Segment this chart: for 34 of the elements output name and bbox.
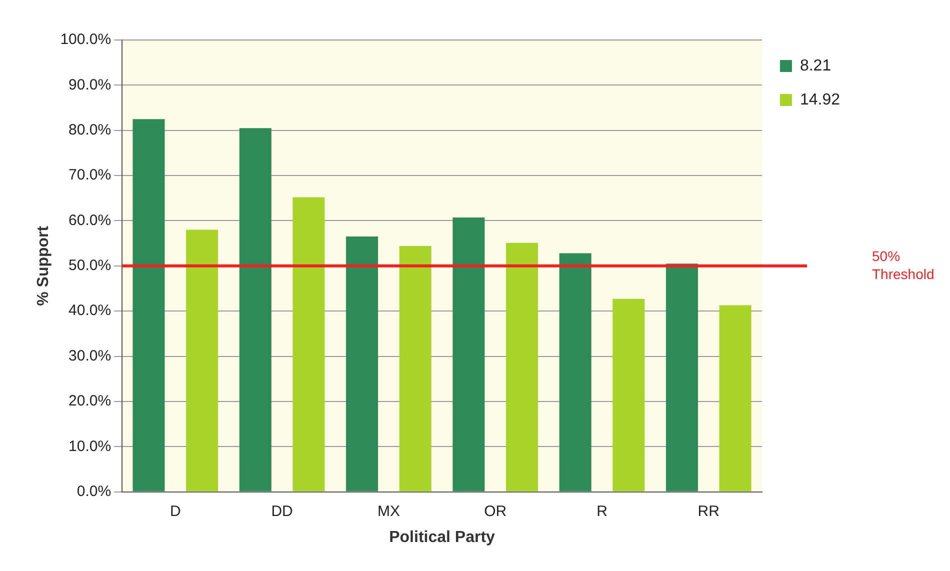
bar bbox=[292, 197, 325, 492]
bar bbox=[186, 230, 218, 492]
y-axis-title: % Support bbox=[35, 225, 52, 306]
bar bbox=[719, 305, 752, 492]
y-tick-label: 30.0% bbox=[68, 347, 112, 364]
x-axis-title: Political Party bbox=[389, 528, 496, 546]
bar bbox=[346, 236, 378, 492]
x-tick-label: DD bbox=[271, 502, 294, 520]
x-tick-label: RR bbox=[698, 502, 720, 520]
bar bbox=[399, 246, 432, 492]
legend-label: 8.21 bbox=[800, 57, 832, 74]
y-tick-label: 10.0% bbox=[68, 438, 112, 455]
bar bbox=[132, 119, 165, 492]
bar bbox=[506, 242, 538, 492]
x-tick-label: D bbox=[170, 502, 181, 520]
x-tick-label: MX bbox=[377, 502, 400, 520]
y-tick-label: 50.0% bbox=[68, 257, 112, 274]
y-tick-label: 20.0% bbox=[68, 392, 112, 410]
y-tick-label: 60.0% bbox=[68, 212, 112, 229]
y-tick-label: 40.0% bbox=[68, 302, 112, 320]
y-tick-label: 90.0% bbox=[68, 76, 112, 94]
y-tick-label: 100.0% bbox=[60, 31, 112, 48]
bar bbox=[559, 253, 592, 492]
x-tick-label: OR bbox=[484, 502, 507, 520]
bar bbox=[612, 298, 645, 492]
bar bbox=[239, 128, 272, 492]
x-tick-label: R bbox=[596, 502, 608, 520]
bar bbox=[666, 264, 698, 492]
ref-line-label: 50% Threshold bbox=[872, 248, 934, 282]
legend-label: 14.92 bbox=[800, 91, 840, 108]
bar bbox=[452, 218, 485, 492]
y-tick-label: 0.0% bbox=[76, 482, 112, 500]
y-tick-label: 70.0% bbox=[68, 166, 112, 184]
y-tick-label: 80.0% bbox=[68, 122, 112, 138]
